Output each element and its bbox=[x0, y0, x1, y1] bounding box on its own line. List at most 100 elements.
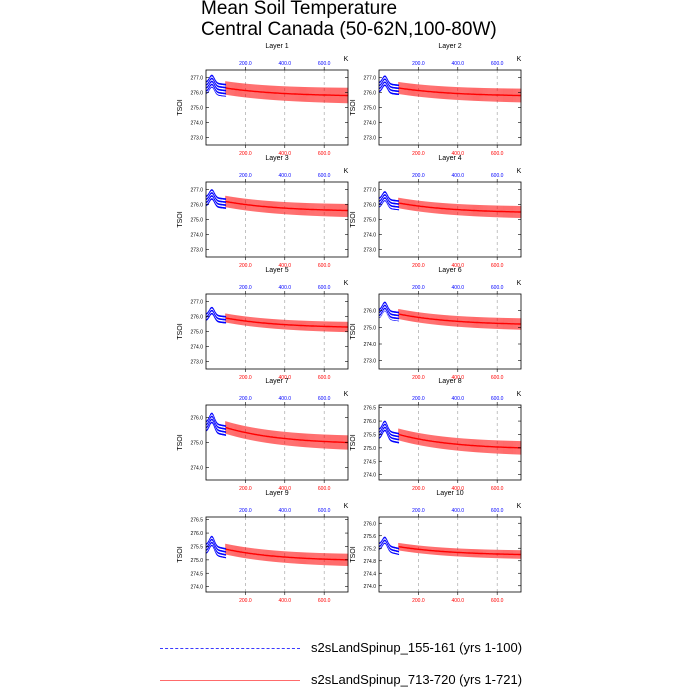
series-2-line bbox=[398, 433, 521, 449]
y-axis-label: TSOI bbox=[177, 99, 184, 115]
series-2-line bbox=[398, 546, 521, 556]
units-label: K bbox=[344, 391, 349, 398]
y-tick-label: 276.0 bbox=[363, 521, 376, 527]
y-tick-label: 274.0 bbox=[363, 342, 376, 348]
y-tick-label: 275.0 bbox=[190, 441, 203, 447]
x-bottom-tick-label: 600.0 bbox=[318, 151, 331, 157]
panel-layer-6: Layer 6 K 273.0 274.0 275.0 276.0 TSOI 200.0 400… bbox=[350, 267, 522, 381]
x-bottom-tick-label: 400.0 bbox=[452, 151, 465, 157]
x-top-tick-label: 200.0 bbox=[239, 61, 252, 67]
y-tick-label: 276.0 bbox=[363, 91, 376, 97]
y-tick-label: 275.0 bbox=[363, 446, 376, 452]
y-tick-label: 274.8 bbox=[363, 559, 376, 565]
series-2-line bbox=[225, 317, 348, 328]
y-tick-label: 275.6 bbox=[363, 534, 376, 540]
y-axis-label: TSOI bbox=[177, 323, 184, 339]
y-tick-label: 273.0 bbox=[190, 248, 203, 254]
x-top-tick-label: 200.0 bbox=[412, 396, 425, 402]
x-top-tick-label: 400.0 bbox=[452, 508, 465, 514]
series-2-marks bbox=[398, 428, 522, 455]
panel-layer-2: Layer 2 K 273.0 274.0 275.0 276.0 277.0 TSOI 200… bbox=[350, 43, 522, 157]
units-label: K bbox=[517, 391, 522, 398]
series-2-marks bbox=[398, 197, 522, 219]
panel-title: Layer 6 bbox=[438, 267, 461, 274]
x-top-tick-label: 200.0 bbox=[412, 173, 425, 179]
x-top-tick-label: 400.0 bbox=[279, 173, 292, 179]
x-bottom-tick-label: 600.0 bbox=[318, 486, 331, 492]
y-tick-label: 277.0 bbox=[190, 300, 203, 306]
x-top-tick-label: 400.0 bbox=[279, 508, 292, 514]
panel-layer-4: Layer 4 K 273.0 274.0 275.0 276.0 277.0 TSOI 200… bbox=[350, 155, 522, 269]
series-2-line bbox=[225, 87, 348, 97]
x-top-tick-label: 400.0 bbox=[452, 396, 465, 402]
units-label: K bbox=[344, 503, 349, 510]
x-top-tick-label: 400.0 bbox=[279, 61, 292, 67]
x-top-tick-label: 400.0 bbox=[452, 285, 465, 291]
y-tick-label: 273.0 bbox=[363, 248, 376, 254]
x-top-tick-label: 200.0 bbox=[239, 508, 252, 514]
y-tick-label: 274.0 bbox=[363, 584, 376, 590]
y-tick-label: 277.0 bbox=[363, 188, 376, 194]
y-tick-label: 277.0 bbox=[190, 76, 203, 82]
y-tick-label: 274.0 bbox=[363, 233, 376, 239]
units-label: K bbox=[517, 503, 522, 510]
chart-title: Mean Soil Temperature Central Canada (50… bbox=[201, 0, 497, 40]
x-bottom-tick-label: 600.0 bbox=[491, 486, 504, 492]
x-bottom-tick-label: 400.0 bbox=[452, 486, 465, 492]
x-bottom-tick-label: 200.0 bbox=[412, 486, 425, 492]
panel-title: Layer 7 bbox=[265, 378, 288, 385]
y-axis-label: TSOI bbox=[177, 211, 184, 227]
series-2-line bbox=[225, 548, 348, 561]
x-top-tick-label: 200.0 bbox=[239, 173, 252, 179]
x-top-tick-label: 600.0 bbox=[318, 396, 331, 402]
x-top-tick-label: 200.0 bbox=[239, 396, 252, 402]
x-bottom-tick-label: 600.0 bbox=[491, 598, 504, 604]
y-tick-label: 274.0 bbox=[190, 121, 203, 127]
y-axis-label: TSOI bbox=[350, 323, 357, 339]
y-tick-label: 276.0 bbox=[363, 203, 376, 209]
y-tick-label: 274.0 bbox=[190, 233, 203, 239]
y-axis-label: TSOI bbox=[350, 211, 357, 227]
x-bottom-tick-label: 200.0 bbox=[412, 263, 425, 269]
y-tick-label: 276.0 bbox=[363, 309, 376, 315]
y-tick-label: 273.0 bbox=[190, 360, 203, 366]
units-label: K bbox=[517, 56, 522, 63]
chart-title-line-2: Central Canada (50-62N,100-80W) bbox=[201, 19, 497, 40]
y-tick-label: 275.5 bbox=[190, 544, 203, 550]
panel-layer-8: Layer 8 K 274.0 274.5 275.0 275.5 276.0 276.5 TS… bbox=[350, 378, 522, 492]
plot-frame bbox=[378, 293, 522, 370]
series-1-marks bbox=[379, 420, 400, 445]
plot-frame bbox=[205, 181, 349, 258]
series-1-marks bbox=[206, 535, 227, 559]
series-2-marks bbox=[398, 82, 522, 103]
panel-layer-9: Layer 9 K 274.0 274.5 275.0 275.5 276.0 276.5 TS… bbox=[177, 490, 349, 604]
x-top-tick-label: 600.0 bbox=[318, 285, 331, 291]
series-1-marks bbox=[379, 191, 400, 211]
x-bottom-tick-label: 200.0 bbox=[412, 598, 425, 604]
y-axis-label: TSOI bbox=[350, 546, 357, 562]
panel-title: Layer 9 bbox=[265, 490, 288, 497]
panel-title: Layer 10 bbox=[436, 490, 463, 497]
x-top-tick-label: 600.0 bbox=[318, 173, 331, 179]
series-2-marks bbox=[225, 543, 349, 567]
y-tick-label: 276.0 bbox=[190, 416, 203, 422]
x-bottom-tick-label: 200.0 bbox=[239, 151, 252, 157]
x-top-tick-label: 200.0 bbox=[412, 285, 425, 291]
series-2-marks bbox=[225, 195, 349, 218]
series-2-marks bbox=[398, 309, 522, 330]
x-bottom-tick-label: 200.0 bbox=[239, 598, 252, 604]
x-top-tick-label: 200.0 bbox=[412, 508, 425, 514]
x-bottom-tick-label: 600.0 bbox=[318, 263, 331, 269]
x-bottom-tick-label: 400.0 bbox=[452, 375, 465, 381]
legend-line-series-1 bbox=[160, 648, 300, 649]
legend-label-series-1: s2sLandSpinup_155-161 (yrs 1-100) bbox=[311, 640, 523, 655]
y-tick-label: 277.0 bbox=[190, 188, 203, 194]
legend-line-series-2 bbox=[160, 680, 300, 681]
series-1-marks bbox=[206, 412, 227, 438]
plot-frame bbox=[205, 516, 349, 593]
y-tick-label: 274.5 bbox=[190, 571, 203, 577]
units-label: K bbox=[517, 280, 522, 287]
y-tick-label: 276.0 bbox=[363, 419, 376, 425]
y-tick-label: 277.0 bbox=[363, 76, 376, 82]
